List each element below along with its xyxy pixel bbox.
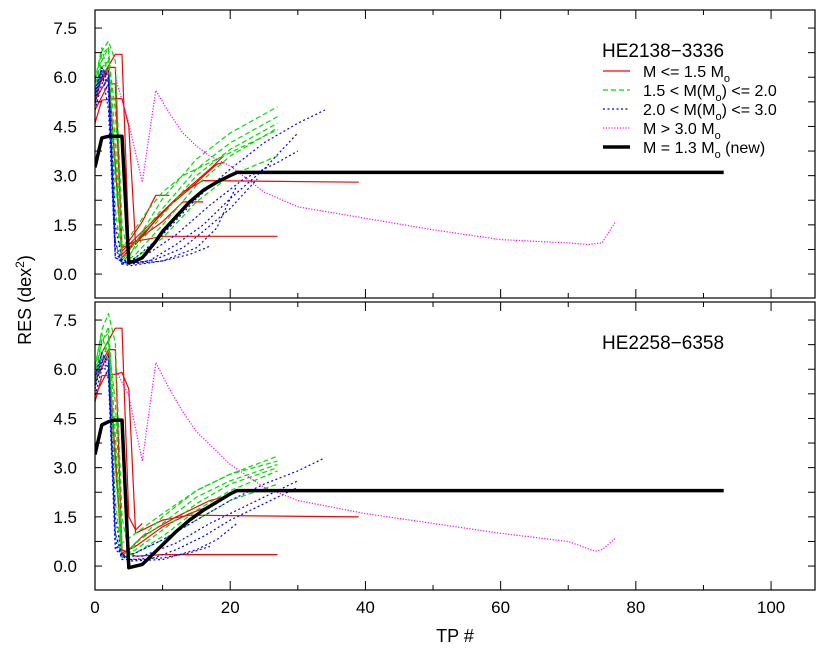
plot-frame — [94, 301, 816, 591]
panel-2: 0.0 1.5 3.0 4.5 6.0 7.5 HE2258−6358 — [53, 301, 816, 591]
series-line-group2-12 — [95, 66, 326, 265]
y-tick-label: 6.0 — [53, 68, 77, 87]
series-line-group0-4 — [95, 352, 224, 557]
series-group — [95, 40, 724, 267]
y-tick-label: 3.0 — [53, 459, 77, 478]
series-line-group3-18 — [114, 77, 617, 246]
x-tick-label: 20 — [221, 598, 240, 617]
legend: M <= 1.5 Mo1.5 < M(Mo) <= 2.02.0 < M(Mo)… — [603, 64, 777, 161]
x-tick-label: 80 — [626, 598, 645, 617]
panel-title: HE2138−3336 — [602, 41, 724, 62]
series-group — [95, 312, 724, 570]
series-line-group2-15 — [95, 73, 238, 267]
series-line-group1-9 — [95, 47, 278, 265]
y-tick-label: 4.5 — [53, 117, 77, 136]
series-line-group1-11 — [95, 57, 278, 249]
legend-entry: M > 3.0 Mo — [643, 121, 721, 142]
legend-entry: M <= 1.5 Mo — [643, 64, 730, 85]
y-tick-label: 3.0 — [53, 167, 77, 186]
series-line-group2-11 — [95, 352, 326, 557]
y-tick-label: 7.5 — [53, 311, 77, 330]
y-tick-label: 0.0 — [53, 265, 77, 284]
series-line-group1-8 — [95, 332, 278, 559]
x-tick-label: 60 — [491, 598, 510, 617]
x-axis-label: TP # — [436, 626, 474, 646]
panel-title: HE2258−6358 — [602, 333, 724, 354]
legend-entry: 1.5 < M(Mo) <= 2.0 — [643, 83, 777, 104]
legend-entry: 2.0 < M(Mo) <= 3.0 — [643, 102, 777, 123]
x-tick-label: 0 — [90, 598, 99, 617]
y-tick-label: 6.0 — [53, 360, 77, 379]
y-tick-label: 0.0 — [53, 557, 77, 576]
series-line-group4-19 — [95, 134, 724, 265]
series-line-group2-14 — [95, 76, 299, 265]
series-line-group1-6 — [95, 40, 278, 259]
series-line-group2-16 — [95, 66, 211, 265]
y-axis-label: RES (dex2) — [13, 255, 35, 345]
y-tick-label: 7.5 — [53, 19, 77, 38]
y-tick-label: 1.5 — [53, 508, 77, 527]
series-line-group2-12 — [95, 355, 299, 557]
series-line-group3-16 — [114, 362, 616, 552]
y-tick-label: 4.5 — [53, 409, 77, 428]
series-line-group2-17 — [95, 70, 258, 265]
series-line-group4-17 — [95, 418, 724, 570]
series-line-group0-0 — [95, 371, 359, 534]
x-tick-label: 100 — [757, 598, 785, 617]
legend-entry: M = 1.3 Mo (new) — [643, 140, 765, 161]
y-tick-label: 1.5 — [53, 216, 77, 235]
x-tick-label: 40 — [356, 598, 375, 617]
series-line-group2-14 — [95, 358, 238, 562]
plot-frame — [94, 9, 816, 299]
